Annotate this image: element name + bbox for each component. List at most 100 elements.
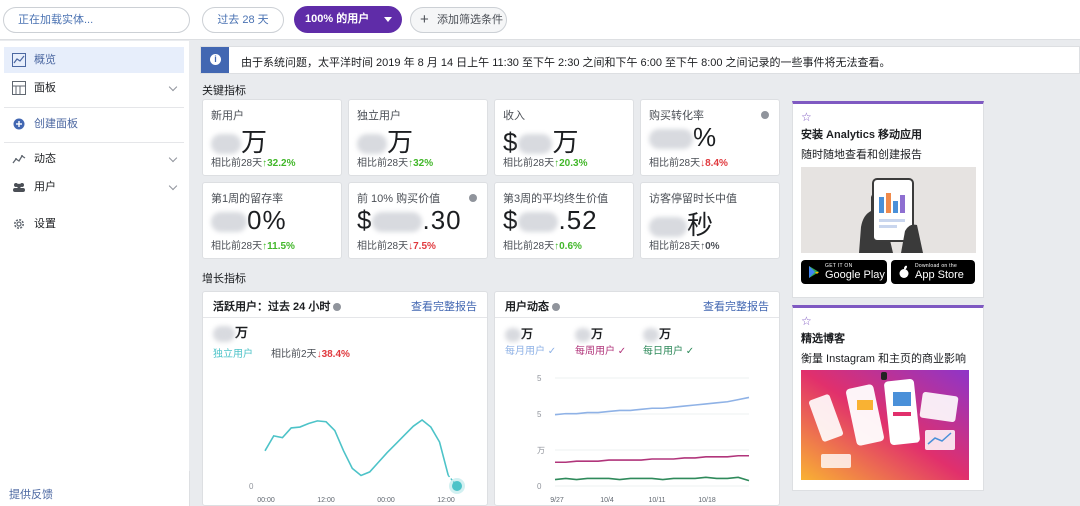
active-users-comparison: 相比前2天↓38.4% [271,349,350,360]
star-icon[interactable]: ☆ [801,110,812,124]
y-tick-label: 5 [537,374,542,383]
sidebar-scrollbar[interactable] [189,41,195,471]
series-label: 独立用户 [213,349,253,360]
legend-weekly[interactable]: 万 每周用户 ✓ [575,327,627,357]
info-icon[interactable] [469,194,477,202]
x-tick-label: 10/11 [649,497,666,504]
sidebar-item-activity[interactable]: 动态 [4,146,184,172]
filter-bar: 正在加载实体... 过去 28 天 100% 的用户 + 添加筛选条件 [0,0,1080,40]
plus-circle-icon [13,118,25,130]
plus-icon: + [420,11,429,28]
legend-monthly[interactable]: 万 每月用户 ✓ [505,327,557,357]
series-line [554,396,750,416]
metric-card-revenue[interactable]: 收入 $ 万 相比前28天↑20.3% [494,99,634,176]
metric-comparison: 相比前28天↓7.5% [357,241,436,252]
chevron-down-icon [168,82,178,92]
card-title: 用户动态 [505,298,560,314]
promo-title: 安装 Analytics 移动应用 [801,129,923,141]
metric-comparison: 相比前28天↓8.4% [649,158,728,169]
promo-subtitle: 随时随地查看和创建报告 [801,149,922,161]
sidebar-item-create-dashboard[interactable]: 创建面板 [4,111,184,137]
metric-card-week3-ltv[interactable]: 第3周的平均终生价值 $ .52 相比前28天↑0.6% [494,182,634,259]
chevron-down-icon [168,153,178,163]
info-icon: i [201,47,229,73]
active-users-card: 活跃用户：过去 24 小时 查看完整报告 万 独立用户 相比前2天↓38.4% … [202,291,488,506]
chevron-down-icon [168,181,178,191]
metric-value: $ .30 [357,205,462,235]
sidebar-item-label: 概览 [34,54,56,66]
sidebar-item-label: 设置 [34,218,56,230]
metric-card-purchase-conversion[interactable]: 购买转化率 % 相比前28天↓8.4% [640,99,780,176]
metric-value: 万 [211,122,268,159]
card-divider [203,317,487,318]
instagram-illustration [801,370,969,480]
notice-text: 由于系统问题，太平洋时间 2019 年 8 月 14 日上午 11:30 至下午… [241,57,891,69]
promo-subtitle: 衡量 Instagram 和主页的商业影响 [801,353,967,365]
google-play-icon [809,266,819,278]
x-tick-label: 12:00 [437,497,455,504]
y-tick-label: 万 [537,446,545,455]
sidebar-item-users[interactable]: 用户 [4,174,184,200]
card-title: 活跃用户：过去 24 小时 [213,298,342,314]
star-icon[interactable]: ☆ [801,314,812,328]
legend-daily[interactable]: 万 每日用户 ✓ [643,327,695,357]
metric-value: $ .52 [503,205,598,235]
sidebar-item-overview[interactable]: 概览 [4,47,184,73]
promo-title: 精选博客 [801,333,845,345]
add-filter-button[interactable]: + 添加筛选条件 [410,7,507,33]
sidebar-item-settings[interactable]: 设置 [4,211,184,237]
info-icon[interactable] [333,303,342,312]
app-store-small-text: Download on the [915,263,958,269]
metric-comparison: 相比前28天↑20.3% [503,158,588,169]
metric-label: 新用户 [211,110,244,122]
segment-dropdown[interactable]: 100% 的用户 [294,6,402,33]
entity-selector[interactable]: 正在加载实体... [3,7,190,33]
growth-metrics-heading: 增长指标 [202,273,246,285]
overview-chart-icon [12,53,26,67]
sidebar-item-label: 面板 [34,82,56,94]
sidebar-item-label: 用户 [34,181,56,193]
google-play-label: Google Play [825,269,885,281]
info-icon[interactable] [761,111,769,119]
x-tick-label: 10/18 [698,497,716,504]
metric-card-new-users[interactable]: 新用户 万 相比前28天↑32.2% [202,99,342,176]
metric-value: % [649,122,717,153]
sidebar-divider [4,107,184,108]
key-metrics-heading: 关键指标 [202,85,246,97]
info-icon[interactable] [552,303,560,312]
metric-comparison: 相比前28天↑0% [649,241,720,252]
date-range-button[interactable]: 过去 28 天 [202,7,284,33]
caret-down-icon [384,17,392,22]
metric-card-week1-retention[interactable]: 第1周的留存率 0% 相比前28天↑11.5% [202,182,342,259]
dashboard-grid-icon [12,81,26,95]
sidebar-item-label: 动态 [34,153,56,165]
sidebar-divider [4,142,184,143]
y-tick-label: 0 [537,482,542,491]
metric-label: 前 10% 购买价值 [357,193,441,205]
segment-label: 100% 的用户 [305,13,370,25]
feedback-link[interactable]: 提供反馈 [9,489,53,501]
x-tick-label: 9/27 [550,497,564,504]
metric-value: $ 万 [503,127,580,157]
current-point[interactable] [452,481,462,491]
metric-card-top10-purchase[interactable]: 前 10% 购买价值 $ .30 相比前28天↓7.5% [348,182,488,259]
metric-label: 访客停留时长中值 [649,193,737,205]
metric-value: 秒 [649,205,714,242]
metric-comparison: 相比前28天↑11.5% [211,241,295,252]
view-full-report-link[interactable]: 查看完整报告 [411,301,477,313]
series-line [555,454,749,464]
series-line [264,418,450,477]
google-play-small-text: GET IT ON [825,263,853,269]
app-store-label: App Store [915,269,964,281]
google-play-button[interactable]: GET IT ON Google Play [801,260,887,284]
app-store-button[interactable]: Download on the App Store [891,260,975,284]
system-notice: i 由于系统问题，太平洋时间 2019 年 8 月 14 日上午 11:30 至… [200,46,1080,74]
phone-illustration [801,167,976,253]
x-tick-label: 12:00 [317,497,335,504]
metric-card-unique-users[interactable]: 独立用户 万 相比前28天↑32% [348,99,488,176]
x-tick-label: 00:00 [257,497,275,504]
sidebar-item-dashboards[interactable]: 面板 [4,75,184,101]
view-full-report-link[interactable]: 查看完整报告 [703,301,769,313]
metric-card-median-session[interactable]: 访客停留时长中值 秒 相比前28天↑0% [640,182,780,259]
card-divider [495,317,779,318]
